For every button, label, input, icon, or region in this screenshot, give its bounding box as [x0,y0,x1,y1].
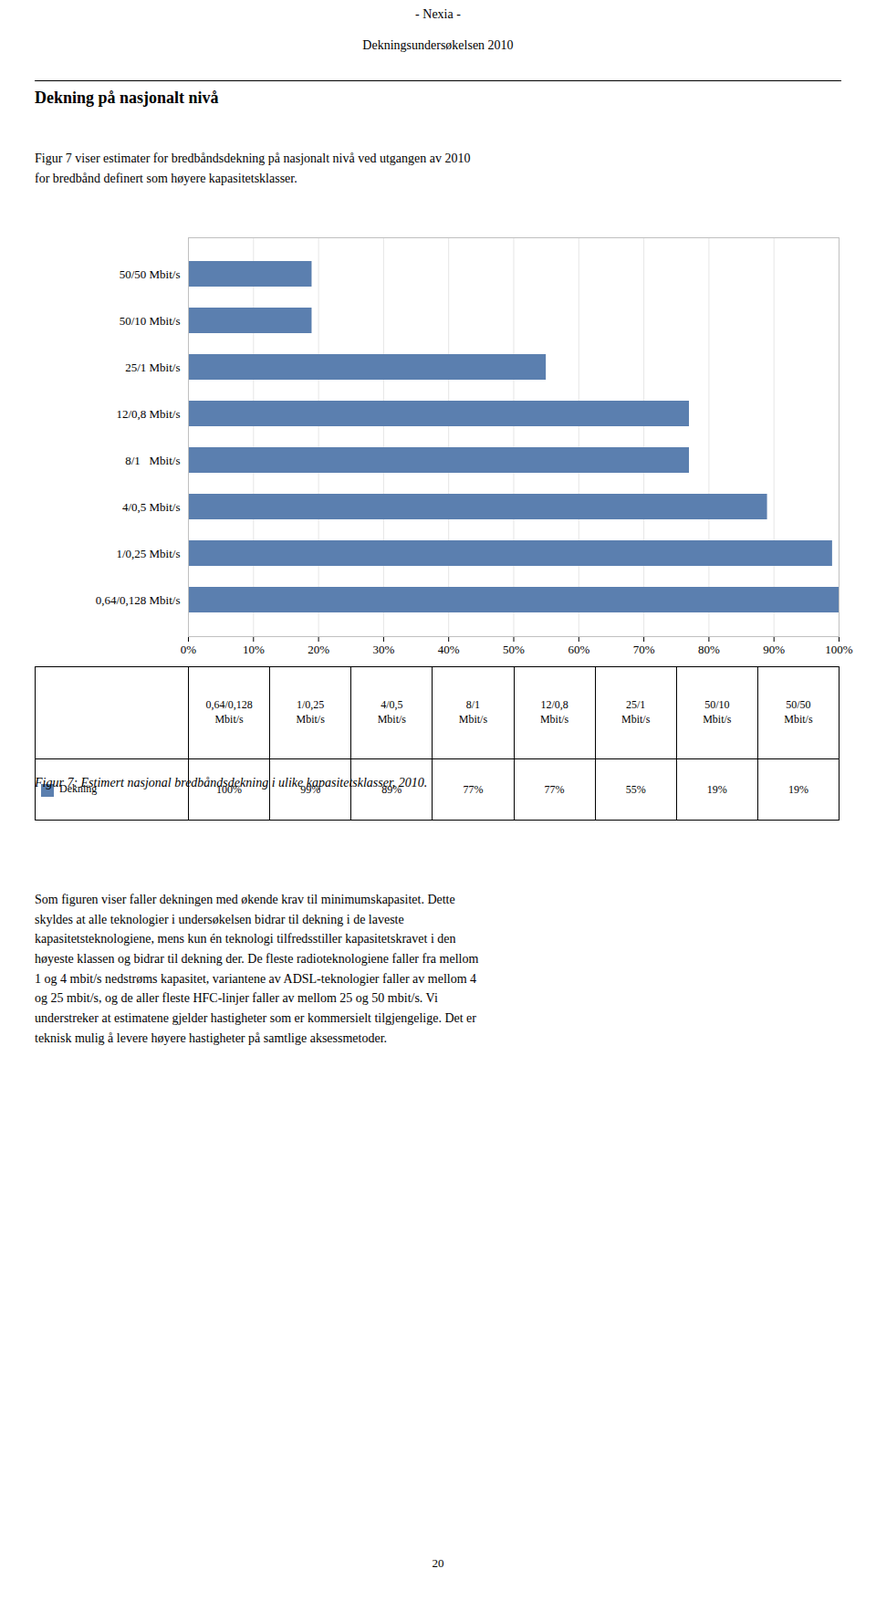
html-text:kapasitetsteknologiene, mens k: kapasitetsteknologiene, mens kun én tekn… [34,932,456,946]
svg-text:50%: 50% [502,642,525,657]
html-text:89%: 89% [381,782,402,796]
html-text:4/0,5: 4/0,5 [380,698,403,712]
svg-text:4/0,5 Mbit/s: 4/0,5 Mbit/s [122,500,181,514]
svg-text:30%: 30% [372,642,395,657]
html-text:1/0,25: 1/0,25 [296,698,325,712]
html-text:8/1: 8/1 [466,698,481,712]
html-text:12/0,8: 12/0,8 [540,698,569,712]
svg-text:25/1 Mbit/s: 25/1 Mbit/s [125,360,180,375]
html-text:19%: 19% [707,782,728,796]
html-text:og 25 mbit/s, og de aller fles: og 25 mbit/s, og de aller fleste HFC-lin… [34,991,438,1006]
svg-text:12/0,8 Mbit/s: 12/0,8 Mbit/s [115,406,180,421]
html-text:Dekningsundersøkelsen 2010: Dekningsundersøkelsen 2010 [362,38,514,53]
html-text:77%: 77% [463,782,484,796]
html-text:99%: 99% [300,782,321,796]
svg-text:0,64/0,128 Mbit/s: 0,64/0,128 Mbit/s [95,593,181,607]
svg-text:10%: 10% [242,642,265,657]
svg-text:80%: 80% [698,642,720,657]
html-text:Mbit/s: Mbit/s [214,712,244,726]
html-text:1 og 4 mbit/s nedstrøms kapasi: 1 og 4 mbit/s nedstrøms kapasitet, varia… [34,971,477,986]
html-text:Som figuren viser faller dekni: Som figuren viser faller dekningen med ø… [34,892,456,907]
svg-text:90%: 90% [762,642,785,657]
svg-text:0%: 0% [180,642,198,657]
svg-text:50/50 Mbit/s: 50/50 Mbit/s [119,267,181,282]
html-text:- Nexia -: - Nexia - [415,7,461,21]
svg-text:20%: 20% [307,642,330,657]
html-text:50/50: 50/50 [785,698,811,712]
svg-text:50/10 Mbit/s: 50/10 Mbit/s [119,313,181,328]
html-text:høyeste klassen og bidrar til: høyeste klassen og bidrar til dekning de… [34,951,479,966]
svg-text:1/0,25 Mbit/s: 1/0,25 Mbit/s [115,546,180,561]
svg-text:70%: 70% [633,642,656,657]
html-text:understreker at estimatene gje: understreker at estimatene gjelder hasti… [34,1011,477,1025]
html-text:55%: 55% [625,782,646,796]
html-text:100%: 100% [216,782,242,796]
html-text:Dekning på nasjonalt nivå: Dekning på nasjonalt nivå [34,88,219,107]
svg-text:60%: 60% [567,642,590,657]
html-text:Figur 7 viser estimater for br: Figur 7 viser estimater for bredbåndsdek… [34,151,471,186]
html-text:Figur 7: Estimert nasjonal bre: Figur 7: Estimert nasjonal bredbåndsdekn… [34,775,428,790]
svg-text:100%: 100% [824,642,854,657]
svg-text:40%: 40% [438,642,460,657]
html-text:25/1: 25/1 [625,698,646,712]
html-text:Mbit/s: Mbit/s [702,712,732,726]
html-text:50/10: 50/10 [704,698,730,712]
html-text:20: 20 [432,1555,444,1570]
html-text:0,64/0,128: 0,64/0,128 [205,698,253,712]
html-text:Mbit/s: Mbit/s [377,712,407,726]
html-text:Mbit/s: Mbit/s [621,712,651,726]
html-text:teknisk mulig å levere høyere: teknisk mulig å levere høyere hastighete… [34,1030,387,1045]
svg-text:8/1 Mbit/s: 8/1 Mbit/s [125,453,180,468]
html-text:77%: 77% [544,782,565,796]
html-text:Dekning: Dekning [59,782,97,796]
html-text:Mbit/s: Mbit/s [458,712,488,726]
html-text:Mbit/s: Mbit/s [540,712,569,726]
html-text:19%: 19% [788,782,809,796]
html-text:Mbit/s: Mbit/s [296,712,325,726]
html-text:Mbit/s: Mbit/s [784,712,813,726]
html-text:skyldes at alle teknologier i: skyldes at alle teknologier i undersøkel… [34,912,404,926]
